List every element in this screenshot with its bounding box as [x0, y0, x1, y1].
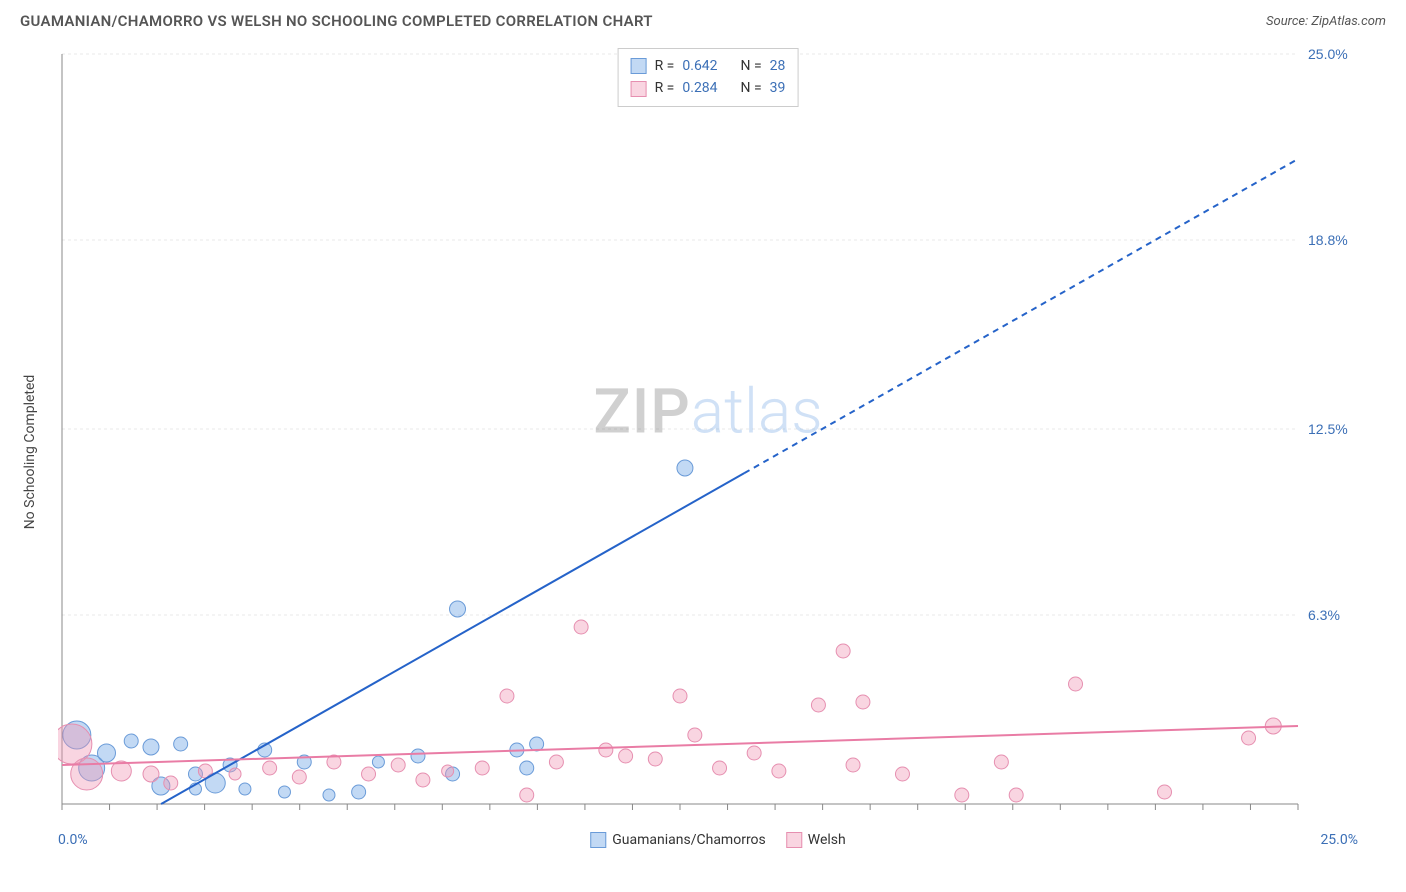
- legend-series-label-0: Guamanians/Chamorros: [612, 832, 766, 848]
- legend-swatch-0: [631, 58, 647, 74]
- legend-stats: R = 0.642 N = 28 R = 0.284 N = 39: [618, 48, 799, 107]
- legend-stats-row-0: R = 0.642 N = 28: [631, 55, 786, 77]
- svg-text:6.3%: 6.3%: [1308, 607, 1340, 623]
- legend-series-label-1: Welsh: [808, 832, 846, 848]
- svg-text:18.8%: 18.8%: [1308, 232, 1348, 248]
- r-label-1: R =: [655, 77, 675, 99]
- x-axis-max-label: 25.0%: [1320, 832, 1358, 848]
- plot-area: 6.3%12.5%18.8%25.0% ZIPatlas R = 0.642 N…: [58, 44, 1358, 844]
- scatter-plot-svg: 6.3% 12.5% 18.8% 25.0%: [58, 44, 1358, 844]
- legend-series-swatch-0: [590, 832, 606, 848]
- legend-swatch-1: [631, 81, 647, 97]
- chart-header: GUAMANIAN/CHAMORRO VS WELSH NO SCHOOLING…: [0, 0, 1406, 38]
- n-label-0: N =: [741, 55, 762, 77]
- svg-text:25.0%: 25.0%: [1308, 46, 1348, 62]
- n-value-0: 28: [770, 55, 786, 77]
- chart-source: Source: ZipAtlas.com: [1266, 14, 1386, 29]
- r-value-0: 0.642: [682, 55, 717, 77]
- legend-stats-row-1: R = 0.284 N = 39: [631, 77, 786, 99]
- n-label-1: N =: [741, 77, 762, 99]
- legend-series: Guamanians/Chamorros Welsh: [590, 832, 846, 848]
- r-value-1: 0.284: [682, 77, 717, 99]
- chart-container: No Schooling Completed 6.3%12.5%18.8%25.…: [48, 44, 1388, 844]
- n-value-1: 39: [770, 77, 786, 99]
- x-axis-min-label: 0.0%: [58, 832, 88, 848]
- legend-item-0: Guamanians/Chamorros: [590, 832, 766, 848]
- r-label-0: R =: [655, 55, 675, 77]
- legend-item-1: Welsh: [786, 832, 846, 848]
- svg-text:12.5%: 12.5%: [1308, 421, 1348, 437]
- chart-title: GUAMANIAN/CHAMORRO VS WELSH NO SCHOOLING…: [20, 12, 653, 30]
- y-axis-label: No Schooling Completed: [22, 375, 38, 530]
- legend-series-swatch-1: [786, 832, 802, 848]
